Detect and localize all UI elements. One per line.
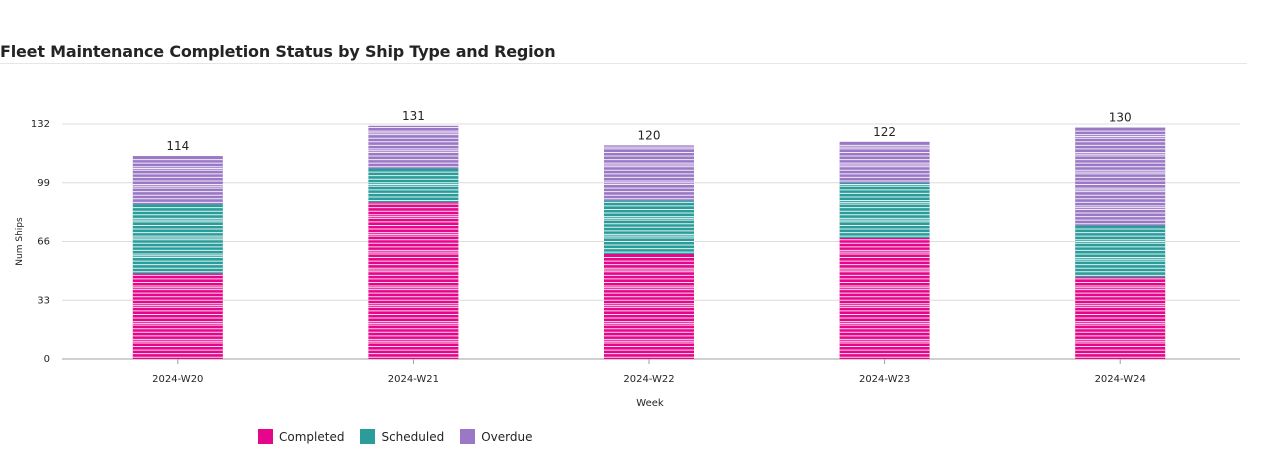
total-data-label: 120	[638, 128, 661, 142]
bar-segment-overdue	[604, 145, 694, 201]
y-tick-label: 66	[37, 237, 50, 248]
bar-segment-scheduled	[1075, 225, 1166, 278]
title-divider	[0, 63, 1247, 64]
y-tick-label: 99	[37, 178, 50, 189]
bar-segment-scheduled	[132, 204, 223, 274]
y-tick-label: 33	[37, 295, 50, 306]
legend-item-completed[interactable]: Completed	[258, 429, 344, 444]
total-data-label: 130	[1109, 111, 1132, 125]
legend-item-scheduled[interactable]: Scheduled	[360, 429, 444, 444]
legend-label-overdue: Overdue	[481, 429, 533, 444]
y-tick-label: 132	[31, 119, 50, 130]
legend-label-scheduled: Scheduled	[381, 429, 445, 444]
x-tick-label: 2024-W22	[623, 374, 674, 385]
total-data-label: 114	[166, 139, 189, 153]
x-tick-label: 2024-W21	[388, 374, 439, 385]
x-tick-label: 2024-W20	[152, 374, 203, 385]
legend-swatch-overdue	[460, 429, 476, 444]
total-data-label: 131	[402, 109, 425, 123]
bar-segment-overdue	[132, 156, 223, 205]
x-axis-label: Week	[636, 398, 664, 409]
chart-title: Fleet Maintenance Completion Status by S…	[0, 42, 556, 61]
y-tick-label: 0	[44, 354, 50, 365]
x-tick-label: 2024-W24	[1095, 374, 1146, 385]
total-data-label: 122	[873, 125, 896, 139]
bar-segment-overdue	[368, 125, 459, 169]
bar-segment-scheduled	[839, 182, 930, 238]
legend-item-overdue[interactable]: Overdue	[460, 429, 532, 444]
bar-segment-completed	[368, 202, 459, 359]
legend: Completed Scheduled Overdue	[258, 429, 532, 444]
bar-segment-overdue	[839, 141, 930, 183]
bar-segment-completed	[839, 237, 930, 359]
legend-label-completed: Completed	[279, 429, 345, 444]
legend-swatch-scheduled	[360, 429, 376, 444]
legend-swatch-completed	[258, 429, 273, 444]
x-tick-label: 2024-W23	[859, 374, 910, 385]
y-axis-label: Num Ships	[15, 217, 25, 266]
